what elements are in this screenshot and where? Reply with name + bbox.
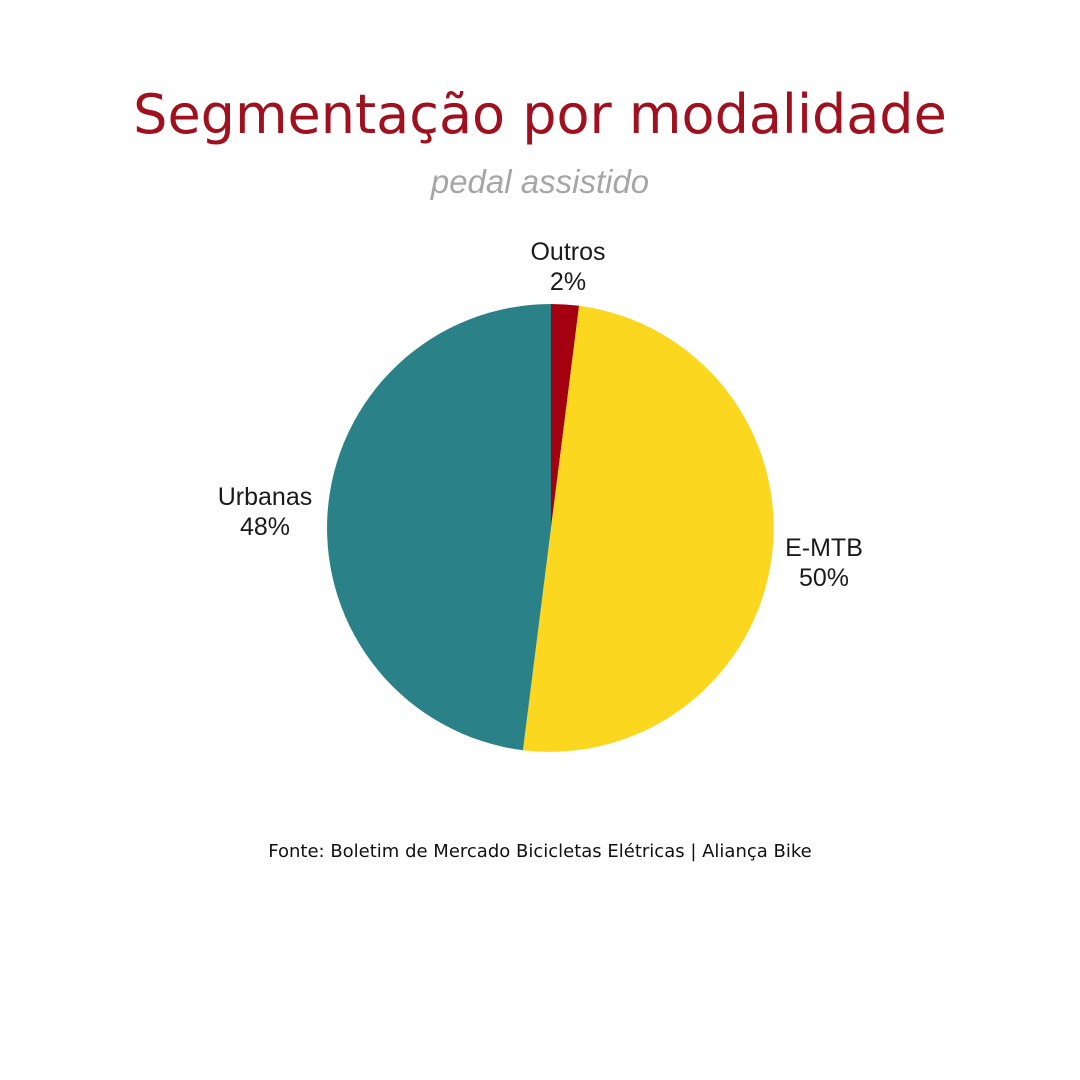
pie-slices: [327, 304, 774, 752]
chart-title: Segmentação por modalidade: [133, 83, 947, 146]
slice-label-outros: Outros: [530, 238, 605, 266]
pie-slice-e-mtb: [522, 305, 774, 752]
slice-value-urbanas: 48%: [240, 513, 290, 541]
slice-value-e-mtb: 50%: [799, 564, 849, 592]
slice-label-urbanas: Urbanas: [218, 483, 313, 511]
source-note: Fonte: Boletim de Mercado Bicicletas Elé…: [268, 841, 812, 862]
pie-slice-outros: [551, 304, 580, 528]
pie-slice-urbanas: [327, 304, 551, 751]
chart-subtitle: pedal assistido: [430, 163, 650, 200]
slice-label-e-mtb: E-MTB: [785, 534, 863, 562]
slice-value-outros: 2%: [550, 268, 586, 296]
